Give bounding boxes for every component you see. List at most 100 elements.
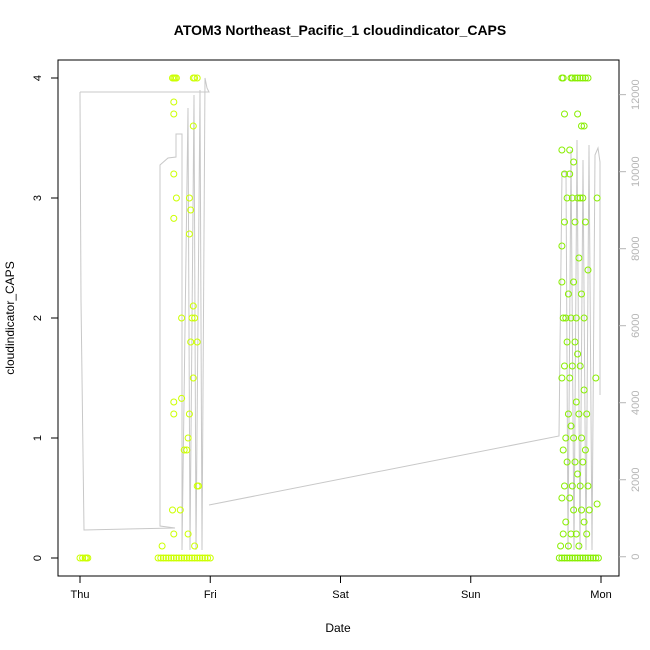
data-point-s1-17: [185, 554, 193, 562]
data-point-s2-8: [576, 554, 584, 562]
data-point-s1-19: [191, 554, 199, 562]
data-point-s2-0: [555, 554, 563, 562]
data-point-s1-28: [170, 530, 178, 538]
data-point-s1-9: [165, 554, 173, 562]
data-point-s2-69: [561, 218, 568, 226]
data-point-s1-7: [159, 554, 167, 562]
data-point-s2-14: [592, 554, 600, 562]
data-point-s2-83: [570, 158, 578, 166]
data-point-s1-18: [188, 554, 196, 562]
data-point-s1-35: [170, 398, 178, 406]
chart-title: ATOM3 Northeast_Pacific_1 cloudindicator…: [174, 22, 506, 38]
data-point-s2-1: [558, 554, 566, 562]
data-point-s1-39: [184, 434, 192, 442]
data-point-s2-6: [571, 554, 579, 562]
data-point-s1-42: [178, 314, 186, 322]
data-point-s1-62: [191, 74, 199, 82]
data-point-s2-37: [581, 446, 589, 454]
data-point-s1-24: [204, 554, 212, 562]
data-point-s1-36: [178, 394, 186, 402]
y-axis-label: cloudindicator_CAPS: [3, 261, 17, 374]
data-point-s2-40: [562, 434, 570, 442]
data-point-s2-36: [579, 458, 587, 466]
data-point-s1-13: [175, 554, 183, 562]
data-point-s1-4: [84, 554, 92, 562]
data-point-s2-30: [563, 458, 571, 466]
data-point-s1-38: [183, 446, 191, 454]
data-point-s2-61: [567, 314, 575, 322]
data-point-s1-16: [183, 554, 191, 562]
y2-tick-label-2000: 2000: [630, 467, 642, 491]
data-point-s2-78: [584, 266, 592, 274]
y2-tick-label-0: 0: [630, 554, 642, 560]
data-point-s2-97: [593, 500, 601, 508]
data-point-s2-5: [568, 554, 576, 562]
x-tick-label-sat: Sat: [332, 589, 349, 601]
data-point-s2-24: [578, 506, 585, 514]
data-point-s2-4: [566, 554, 574, 562]
sst-line-segment-2: [208, 139, 601, 551]
data-point-s2-32: [568, 482, 576, 490]
data-point-s2-44: [572, 398, 580, 406]
data-point-s2-42: [567, 422, 575, 430]
data-point-s1-27: [169, 506, 176, 514]
data-point-s2-71: [566, 170, 574, 178]
data-point-s1-15: [180, 554, 188, 562]
data-point-s2-47: [580, 386, 588, 394]
data-point-s1-45: [189, 302, 197, 310]
data-point-s2-21: [570, 506, 578, 514]
data-point-s2-41: [564, 410, 572, 418]
x-tick-label-mon: Mon: [590, 589, 611, 601]
x-tick-label-sun: Sun: [461, 589, 481, 601]
data-point-s1-23: [201, 554, 209, 562]
data-point-s2-64: [575, 254, 583, 262]
data-point-s2-49: [558, 374, 566, 382]
data-point-s2-74: [574, 194, 582, 202]
y-tick-label-4: 4: [32, 75, 44, 81]
data-point-s2-50: [561, 362, 568, 370]
y-tick-label-1: 1: [32, 435, 44, 441]
data-point-s2-18: [562, 518, 570, 526]
x-axis-label: Date: [325, 621, 351, 635]
data-point-s2-34: [574, 470, 582, 478]
data-point-s2-94: [579, 74, 587, 82]
data-point-s1-20: [193, 554, 201, 562]
data-point-s2-76: [579, 194, 587, 202]
data-point-s1-5: [154, 554, 162, 562]
data-point-s1-37: [180, 446, 188, 454]
data-point-s2-85: [578, 122, 585, 130]
data-point-s1-41: [189, 374, 197, 382]
data-point-s1-6: [157, 554, 165, 562]
data-point-s2-56: [576, 362, 584, 370]
data-point-s1-60: [172, 74, 180, 82]
data-point-s1-51: [185, 194, 193, 202]
data-point-s2-19: [564, 542, 572, 550]
y2-tick-label-12000: 12000: [630, 79, 642, 110]
data-point-s2-70: [563, 194, 571, 202]
data-point-s1-11: [170, 554, 178, 562]
data-point-s1-25: [206, 554, 214, 562]
data-point-s1-8: [162, 554, 170, 562]
data-point-s2-48: [583, 410, 591, 418]
x-axis: Thu Fri Sat Sun Mon: [71, 576, 612, 601]
data-point-s2-28: [558, 494, 566, 502]
data-point-s2-20: [567, 530, 575, 538]
data-point-s2-82: [566, 146, 574, 154]
data-point-s1-34: [170, 410, 178, 418]
y2-tick-label-4000: 4000: [630, 390, 642, 414]
data-point-s2-93: [576, 74, 584, 82]
data-point-s1-44: [188, 314, 196, 322]
data-point-s1-29: [176, 506, 184, 514]
data-point-s1-14: [178, 554, 186, 562]
data-point-s2-57: [592, 374, 600, 382]
data-point-s2-29: [561, 482, 568, 490]
data-point-s1-21: [196, 554, 204, 562]
data-point-s2-13: [589, 554, 597, 562]
data-point-s2-45: [575, 410, 583, 418]
y-tick-label-3: 3: [32, 195, 44, 201]
data-point-s2-80: [558, 146, 566, 154]
data-point-s1-40: [185, 410, 193, 418]
data-point-s2-43: [570, 434, 578, 442]
data-point-s2-98: [561, 110, 568, 118]
data-point-s2-81: [561, 170, 568, 178]
